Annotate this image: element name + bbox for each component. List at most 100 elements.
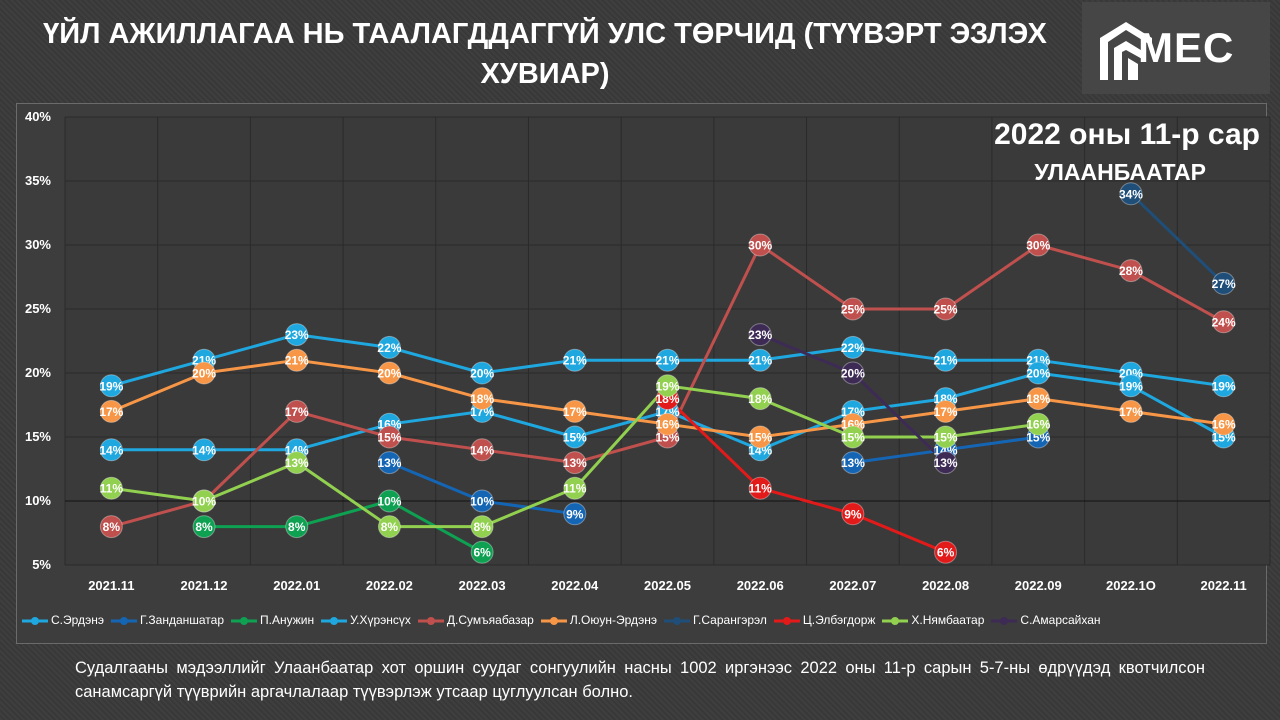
data-label: 15% (377, 431, 401, 445)
data-point (192, 438, 216, 462)
y-tick-label: 25% (25, 301, 51, 316)
x-tick-label: 2022.11 (1201, 578, 1247, 593)
data-point (470, 515, 494, 539)
x-tick-label: 2022.01 (273, 578, 320, 593)
data-label: 15% (1212, 431, 1236, 445)
x-tick-label: 2022.07 (829, 578, 876, 593)
legend-item: П.Анужин (231, 613, 314, 627)
data-label: 20% (470, 367, 494, 381)
data-label: 25% (934, 303, 958, 317)
chart-location: УЛААНБААТАР (1034, 159, 1206, 185)
x-tick-label: 2021.11 (88, 578, 134, 593)
data-label: 8% (381, 520, 399, 534)
data-label: 14% (748, 443, 772, 457)
x-tick-label: 2022.05 (644, 578, 691, 593)
data-point (841, 297, 865, 321)
data-label: 13% (841, 456, 865, 470)
data-label: 15% (934, 431, 958, 445)
legend-swatch (231, 615, 258, 625)
data-label: 13% (377, 456, 401, 470)
data-point (1119, 182, 1143, 206)
data-label: 18% (470, 392, 494, 406)
x-tick-label: 2022.03 (459, 578, 506, 593)
legend-label: Ц.Элбэгдорж (802, 613, 876, 627)
data-label: 6% (473, 546, 491, 560)
data-label: 34% (1119, 187, 1143, 201)
x-tick-label: 2022.02 (366, 578, 413, 593)
legend-label: У.Хүрэнсүх (350, 613, 411, 627)
data-point (563, 399, 587, 423)
data-point (563, 348, 587, 372)
data-point (99, 399, 123, 423)
data-label: 9% (844, 507, 862, 521)
legend-swatch (321, 615, 348, 625)
x-tick-label: 2022.09 (1015, 578, 1062, 593)
data-label: 20% (377, 367, 401, 381)
data-label: 17% (99, 405, 123, 419)
data-point (377, 425, 401, 449)
data-label: 11% (563, 482, 587, 496)
data-label: 27% (1212, 277, 1236, 291)
data-point (377, 515, 401, 539)
data-point (470, 438, 494, 462)
legend-item: Г.Занданшатар (111, 613, 224, 627)
data-point (934, 348, 958, 372)
data-label: 19% (1119, 379, 1143, 393)
data-label: 23% (285, 328, 309, 342)
data-point (285, 515, 309, 539)
data-point (1026, 361, 1050, 385)
chart-subtitle: 2022 оны 11-р сар (994, 118, 1260, 151)
data-point (285, 323, 309, 347)
data-point (1212, 374, 1236, 398)
data-point (470, 489, 494, 513)
x-tick-label: 2022.04 (551, 578, 599, 593)
data-point (377, 361, 401, 385)
data-point (470, 540, 494, 564)
data-point (656, 348, 679, 372)
data-label: 11% (749, 482, 773, 496)
data-point (1026, 387, 1050, 411)
legend-swatch (773, 615, 800, 625)
legend-swatch (111, 615, 138, 625)
data-point (841, 425, 865, 449)
legend-item: Г.Сарангэрэл (664, 613, 767, 627)
data-label: 11% (100, 482, 124, 496)
data-point (99, 438, 123, 462)
legend-label: Г.Сарангэрэл (693, 613, 767, 627)
data-label: 20% (192, 367, 216, 381)
data-label: 19% (99, 379, 123, 393)
data-point (934, 540, 958, 564)
legend-label: Х.Нямбаатар (911, 613, 985, 627)
data-point (192, 361, 216, 385)
logo-text: MEC (1138, 24, 1235, 71)
data-point (1119, 374, 1143, 398)
data-point (470, 361, 494, 385)
data-label: 15% (841, 431, 865, 445)
data-label: 17% (470, 405, 494, 419)
mec-logo-icon (1100, 22, 1152, 80)
data-point (841, 361, 865, 385)
data-label: 6% (937, 546, 955, 560)
data-point (1212, 310, 1236, 334)
data-label: 9% (566, 507, 584, 521)
legend-label: П.Анужин (260, 613, 315, 627)
data-point (656, 412, 679, 436)
y-tick-label: 30% (25, 237, 51, 252)
data-label: 15% (655, 431, 679, 445)
chart-legend: С.Эрдэнэ Г.Занданшатар П.Анужин У.Хүрэнсүх Д… (22, 606, 1259, 634)
legend-item: С.Эрдэнэ (22, 613, 104, 627)
data-point (470, 387, 494, 411)
data-point (285, 348, 309, 372)
data-label: 21% (563, 354, 587, 368)
data-point (563, 502, 587, 526)
data-point (656, 374, 679, 398)
y-tick-label: 35% (25, 173, 51, 188)
footnote: Судалгааны мэдээллийг Улаанбаатар хот ор… (75, 659, 1205, 701)
data-point (748, 323, 772, 347)
y-tick-label: 5% (32, 557, 51, 572)
data-point (748, 348, 772, 372)
data-point (748, 425, 772, 449)
legend-item: С.Амарсайхан (991, 613, 1101, 627)
data-label: 19% (655, 379, 679, 393)
data-point (841, 502, 865, 526)
